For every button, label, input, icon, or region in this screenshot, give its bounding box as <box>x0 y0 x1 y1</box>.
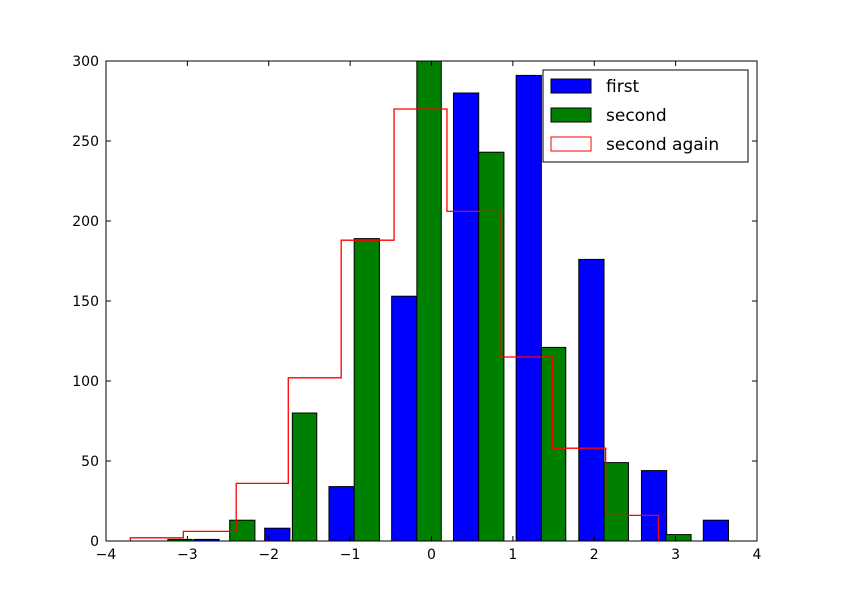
x-tick-label: 0 <box>427 547 436 563</box>
bar-first-4 <box>452 92 480 542</box>
bar-first-8 <box>702 519 730 542</box>
x-tick-label: 1 <box>508 547 517 563</box>
legend-swatch-first <box>550 78 592 94</box>
y-tick-label: 0 <box>90 534 99 550</box>
y-tick-label: 50 <box>81 454 99 470</box>
legend-swatch-second-again <box>550 136 592 152</box>
bar-first-6 <box>578 258 605 542</box>
bar-second-1 <box>229 519 256 542</box>
bar-second-8 <box>665 534 692 542</box>
x-tick-label: −1 <box>340 547 361 563</box>
y-tick-label: 200 <box>72 214 99 230</box>
bar-second-2 <box>291 412 318 542</box>
bar-first-2 <box>328 486 355 542</box>
bar-second-4 <box>416 60 442 542</box>
y-tick-label: 300 <box>72 54 99 70</box>
bar-first-5 <box>515 74 542 542</box>
x-tick-label: 3 <box>671 547 680 563</box>
y-tick-label: 250 <box>72 134 99 150</box>
x-tick-label: −2 <box>258 547 279 563</box>
bar-first-7 <box>640 470 668 542</box>
bar-second-6 <box>540 346 567 542</box>
x-tick-label: −3 <box>177 547 198 563</box>
x-tick-label: −4 <box>96 547 117 563</box>
legend-label-first: first <box>606 77 640 97</box>
legend-swatch-second <box>550 107 592 123</box>
bar-first-3 <box>391 295 418 542</box>
bars-layer <box>167 60 730 542</box>
x-tick-label: 4 <box>753 547 762 563</box>
bar-second-7 <box>603 462 629 542</box>
step-line-second-again <box>129 108 660 541</box>
bar-second-3 <box>353 238 380 542</box>
step-layer <box>129 108 660 541</box>
axes: −4 −3 −2 −1 0 1 2 3 4 0 50 100 150 200 250 300 <box>72 54 761 563</box>
x-tick-label: 2 <box>590 547 599 563</box>
y-tick-label: 150 <box>72 294 99 310</box>
legend-label-second: second <box>606 106 667 126</box>
legend-label-second-again: second again <box>606 135 719 155</box>
y-tick-label: 100 <box>72 374 99 390</box>
legend: first second second again <box>542 69 749 163</box>
